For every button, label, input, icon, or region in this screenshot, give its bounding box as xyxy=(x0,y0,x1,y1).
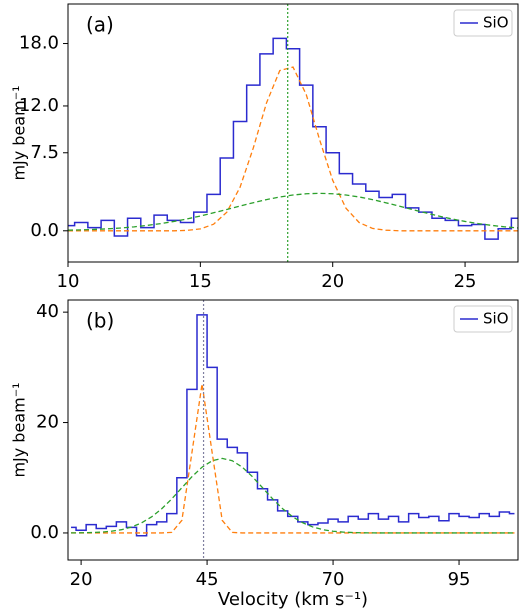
plot-frame xyxy=(67,3,519,263)
y-axis-label: mJy beam⁻¹ xyxy=(10,382,29,477)
legend-box xyxy=(453,9,513,37)
y-tick-label: 18.0 xyxy=(19,33,59,54)
series-line xyxy=(68,192,518,231)
series-line xyxy=(71,314,515,537)
x-tick-label: 95 xyxy=(448,569,471,590)
x-tick-label: 70 xyxy=(322,569,345,590)
legend-label: SiO xyxy=(483,14,509,32)
legend-label: SiO xyxy=(483,310,509,328)
panel-label: (b) xyxy=(86,309,114,333)
x-tick-label: 10 xyxy=(57,271,80,292)
series-line xyxy=(68,66,518,232)
plot-frame xyxy=(67,299,519,561)
series-line xyxy=(68,37,518,240)
y-axis-label: mJy beam⁻¹ xyxy=(10,85,29,180)
panel-label: (a) xyxy=(86,13,114,37)
x-tick-label: 20 xyxy=(321,271,344,292)
x-tick-label: 15 xyxy=(189,271,212,292)
y-tick-label: 0.0 xyxy=(30,522,59,543)
y-tick-label: 12.0 xyxy=(19,95,59,116)
x-axis-label: Velocity (km s⁻¹) xyxy=(218,589,368,610)
series-line xyxy=(71,383,515,534)
y-tick-label: 40 xyxy=(36,301,59,322)
series-line xyxy=(71,457,515,534)
x-tick-label: 45 xyxy=(196,569,219,590)
y-tick-label: 0.0 xyxy=(30,220,59,241)
x-tick-label: 25 xyxy=(454,271,477,292)
y-tick-label: 7.5 xyxy=(30,142,59,163)
y-tick-label: 20 xyxy=(36,412,59,433)
legend-box xyxy=(453,305,513,333)
x-tick-label: 20 xyxy=(70,569,93,590)
